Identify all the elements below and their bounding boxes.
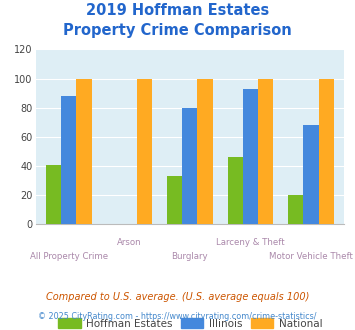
Bar — [197, 79, 213, 224]
Bar — [288, 195, 304, 224]
Text: Arson: Arson — [117, 238, 142, 247]
Bar — [258, 79, 273, 224]
Text: Larceny & Theft: Larceny & Theft — [216, 238, 285, 247]
Bar — [228, 157, 243, 224]
Bar — [61, 96, 76, 224]
Text: Burglary: Burglary — [171, 252, 208, 261]
Bar — [137, 79, 152, 224]
Bar — [46, 165, 61, 224]
Bar — [319, 79, 334, 224]
Text: Property Crime Comparison: Property Crime Comparison — [63, 23, 292, 38]
Bar — [304, 125, 319, 224]
Text: Motor Vehicle Theft: Motor Vehicle Theft — [269, 252, 353, 261]
Text: 2019 Hoffman Estates: 2019 Hoffman Estates — [86, 3, 269, 18]
Bar — [76, 79, 92, 224]
Bar — [167, 176, 182, 224]
Legend: Hoffman Estates, Illinois, National: Hoffman Estates, Illinois, National — [53, 314, 327, 330]
Text: © 2025 CityRating.com - https://www.cityrating.com/crime-statistics/: © 2025 CityRating.com - https://www.city… — [38, 312, 317, 321]
Text: All Property Crime: All Property Crime — [30, 252, 108, 261]
Bar — [182, 108, 197, 224]
Bar — [243, 89, 258, 224]
Text: Compared to U.S. average. (U.S. average equals 100): Compared to U.S. average. (U.S. average … — [46, 292, 309, 302]
